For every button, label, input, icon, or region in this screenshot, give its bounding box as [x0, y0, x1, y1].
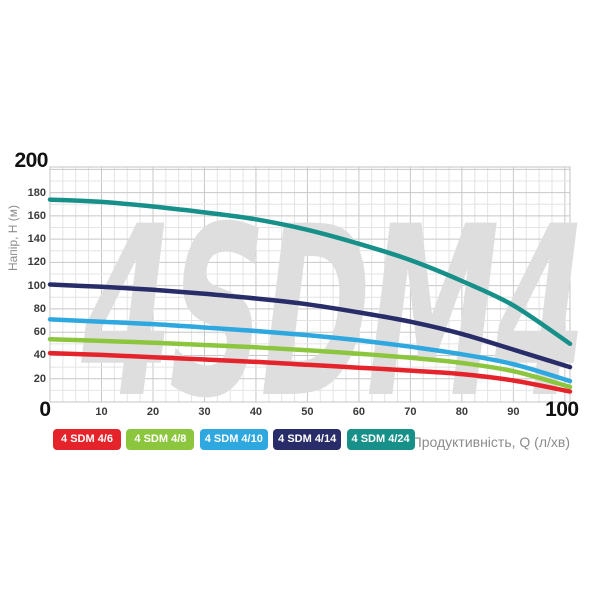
x-axis-title: Продуктивність, Q (л/хв) — [411, 434, 570, 450]
y-tick-label-20: 20 — [33, 372, 46, 385]
watermark-text: 4SDM4 — [64, 177, 599, 451]
x-tick-label-100: 100 — [545, 398, 579, 421]
legend-item-4-sdm-4-6[interactable]: 4 SDM 4/6 — [53, 429, 121, 450]
gridlines — [50, 166, 570, 402]
y-tick-label-120: 120 — [27, 256, 46, 269]
curve-4-sdm-4-8 — [47, 336, 573, 390]
x-tick-label-70: 70 — [404, 405, 417, 418]
y-tick-label-100: 100 — [27, 279, 46, 292]
x-tick-label-30: 30 — [198, 405, 211, 418]
curve-4-sdm-4-10 — [47, 317, 573, 384]
y-tick-label-160: 160 — [27, 209, 46, 222]
x-tick-label-0: 0 — [39, 398, 51, 421]
y-tick-label-140: 140 — [27, 233, 46, 246]
curve-4-sdm-4-24 — [47, 197, 573, 347]
x-tick-label-10: 10 — [95, 405, 108, 418]
x-tick-label-20: 20 — [146, 405, 160, 418]
y-tick-label-40: 40 — [33, 349, 46, 362]
x-tick-label-50: 50 — [301, 405, 314, 418]
y-tick-label-200: 200 — [14, 149, 48, 173]
legend-item-4-sdm-4-24[interactable]: 4 SDM 4/24 — [346, 429, 415, 450]
x-tick-label-80: 80 — [455, 405, 468, 418]
legend-item-4-sdm-4-8[interactable]: 4 SDM 4/8 — [126, 429, 195, 450]
y-tick-label-180: 180 — [27, 186, 46, 199]
y-tick-label-80: 80 — [33, 302, 46, 315]
y-tick-label-60: 60 — [33, 326, 46, 339]
legend-item-4-sdm-4-10[interactable]: 4 SDM 4/10 — [199, 429, 268, 450]
curve-4-sdm-4-14 — [47, 282, 573, 370]
x-tick-label-40: 40 — [249, 405, 263, 418]
legend-item-4-sdm-4-14[interactable]: 4 SDM 4/14 — [273, 429, 342, 450]
curve-4-sdm-4-6 — [47, 350, 573, 394]
x-tick-label-90: 90 — [507, 405, 520, 418]
x-tick-label-60: 60 — [352, 405, 366, 418]
